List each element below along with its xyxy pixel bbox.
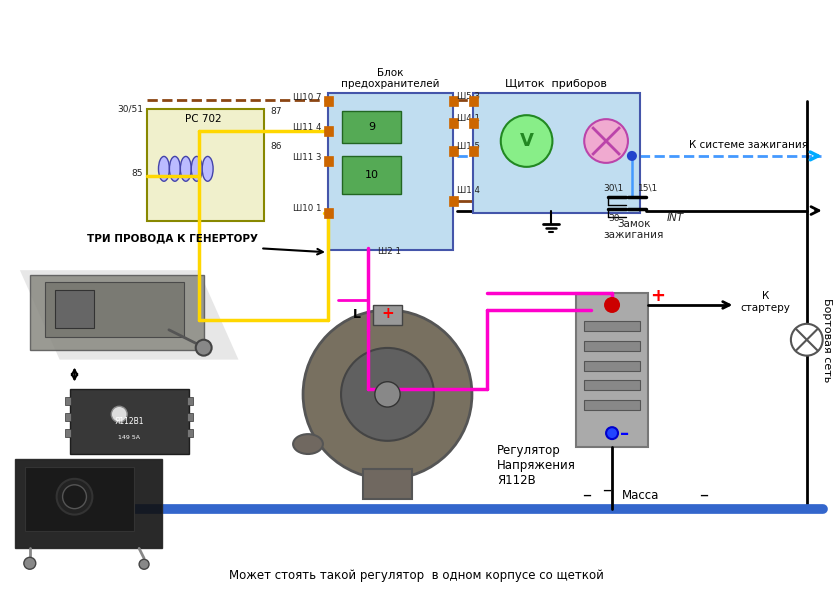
- Text: Ш1 5: Ш1 5: [457, 142, 480, 151]
- Bar: [187, 413, 193, 421]
- Bar: [584, 380, 640, 390]
- Text: Блок
предохранителей: Блок предохранителей: [341, 67, 440, 90]
- Text: –: –: [699, 486, 708, 504]
- Text: L: L: [353, 308, 360, 321]
- Text: Ш11 3: Ш11 3: [293, 153, 322, 162]
- Text: Может стоять такой регулятор  в одном корпусе со щеткой: Может стоять такой регулятор в одном кор…: [229, 569, 603, 581]
- Text: Ш4 1: Ш4 1: [457, 114, 480, 123]
- Text: V: V: [520, 132, 534, 150]
- Text: 10: 10: [365, 170, 379, 180]
- Text: 149 5А: 149 5А: [118, 435, 140, 440]
- Bar: [449, 146, 458, 156]
- Text: К системе зажигания: К системе зажигания: [689, 140, 808, 150]
- Bar: [324, 96, 333, 106]
- Bar: [187, 398, 193, 405]
- Circle shape: [584, 119, 628, 163]
- Text: 30: 30: [608, 214, 620, 223]
- Text: Щиток  приборов: Щиток приборов: [505, 79, 608, 90]
- Bar: [54, 290, 95, 328]
- Ellipse shape: [158, 156, 169, 181]
- Circle shape: [196, 340, 212, 356]
- Bar: [147, 109, 264, 220]
- Bar: [473, 93, 640, 213]
- Text: РС 702: РС 702: [185, 114, 222, 124]
- Bar: [324, 208, 333, 217]
- Bar: [328, 93, 453, 250]
- Ellipse shape: [293, 434, 323, 454]
- Text: Регулятор
Напряжения
Я112В: Регулятор Напряжения Я112В: [497, 444, 576, 487]
- Text: Масса: Масса: [622, 489, 660, 501]
- Bar: [363, 469, 412, 498]
- Bar: [70, 389, 189, 454]
- Polygon shape: [20, 270, 239, 359]
- Bar: [577, 293, 648, 447]
- Circle shape: [341, 348, 434, 441]
- Text: Ш10 7: Ш10 7: [293, 93, 322, 102]
- Circle shape: [501, 115, 552, 167]
- Text: –: –: [603, 481, 611, 498]
- Circle shape: [303, 310, 472, 479]
- Bar: [65, 429, 70, 437]
- Bar: [449, 118, 458, 128]
- Bar: [584, 401, 640, 410]
- Bar: [187, 429, 193, 437]
- Text: +: +: [649, 287, 665, 305]
- Text: 15\1: 15\1: [638, 184, 658, 193]
- Circle shape: [111, 407, 127, 422]
- Ellipse shape: [202, 156, 213, 181]
- Bar: [469, 146, 478, 156]
- Circle shape: [57, 479, 92, 515]
- Text: Ш2 1: Ш2 1: [378, 247, 401, 256]
- Bar: [469, 118, 478, 128]
- Text: 30\1: 30\1: [603, 184, 623, 193]
- Text: 9: 9: [368, 122, 375, 132]
- Bar: [324, 126, 333, 136]
- Bar: [449, 196, 458, 205]
- Bar: [324, 156, 333, 166]
- Text: 87: 87: [270, 107, 282, 116]
- Text: –: –: [582, 486, 591, 504]
- Text: Ш5 3: Ш5 3: [457, 93, 480, 101]
- Bar: [65, 413, 70, 421]
- Text: Ш11 4: Ш11 4: [293, 123, 322, 132]
- Circle shape: [139, 559, 149, 570]
- Text: Бортовая сеть: Бортовая сеть: [821, 298, 831, 382]
- Text: 30/51: 30/51: [117, 104, 143, 113]
- Text: ТРИ ПРОВОДА К ГЕНЕРТОРУ: ТРИ ПРОВОДА К ГЕНЕРТОРУ: [87, 233, 258, 244]
- Ellipse shape: [191, 156, 202, 181]
- Text: +: +: [381, 306, 394, 321]
- Text: Ш1 4: Ш1 4: [457, 186, 480, 195]
- Ellipse shape: [169, 156, 180, 181]
- Bar: [584, 341, 640, 350]
- Text: К
стартеру: К стартеру: [740, 291, 790, 313]
- Ellipse shape: [180, 156, 191, 181]
- Bar: [342, 111, 401, 143]
- Text: Я112В1: Я112В1: [115, 417, 144, 426]
- Bar: [373, 305, 402, 325]
- Bar: [30, 275, 204, 350]
- Text: 85: 85: [132, 169, 143, 178]
- Bar: [342, 156, 401, 193]
- Text: Ш10 1: Ш10 1: [293, 204, 322, 213]
- Bar: [65, 398, 70, 405]
- Circle shape: [375, 381, 401, 407]
- Text: Замок
зажигания: Замок зажигания: [603, 219, 664, 241]
- Bar: [44, 282, 184, 337]
- Text: –: –: [620, 425, 629, 443]
- Text: INT: INT: [667, 213, 684, 223]
- Circle shape: [605, 298, 619, 312]
- Bar: [584, 361, 640, 371]
- Bar: [449, 96, 458, 106]
- Circle shape: [628, 152, 636, 160]
- Text: 86: 86: [270, 142, 282, 151]
- Circle shape: [606, 427, 618, 439]
- Bar: [15, 459, 162, 549]
- Bar: [25, 467, 134, 531]
- Bar: [469, 96, 478, 106]
- Circle shape: [63, 485, 86, 509]
- Circle shape: [791, 324, 823, 356]
- Circle shape: [23, 558, 36, 570]
- Bar: [584, 321, 640, 331]
